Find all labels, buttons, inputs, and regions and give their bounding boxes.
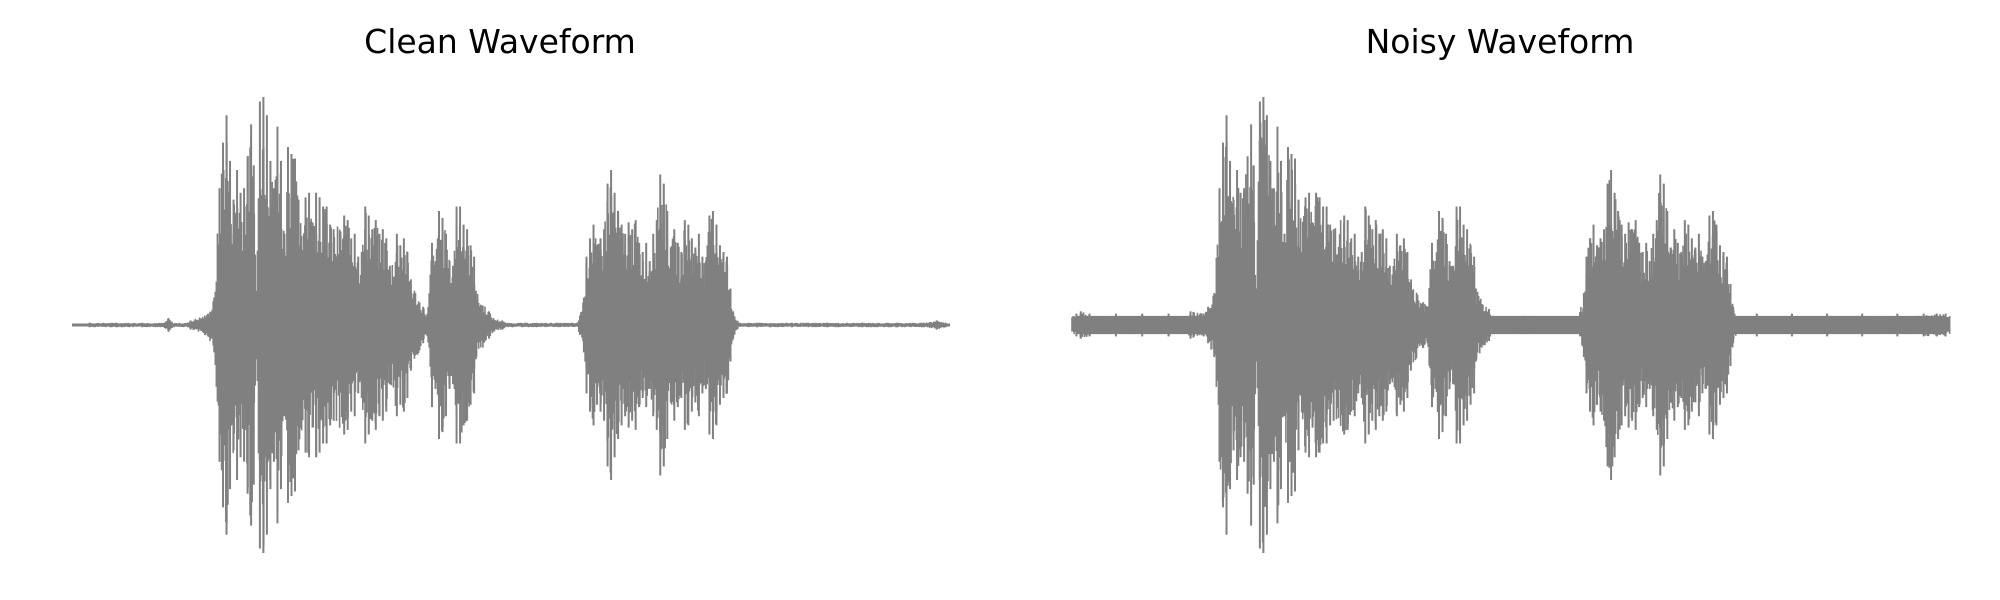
chart-title: Noisy Waveform xyxy=(1365,22,1635,61)
noisy-waveform-plot xyxy=(1071,97,1951,553)
waveform-trace xyxy=(88,97,947,553)
clean-waveform-plot xyxy=(72,97,950,553)
waveform-trace xyxy=(1071,97,1951,553)
noisy-waveform-panel: Noisy Waveform xyxy=(1000,0,2000,600)
chart-title: Clean Waveform xyxy=(364,22,636,61)
clean-waveform-panel: Clean Waveform xyxy=(72,22,950,553)
